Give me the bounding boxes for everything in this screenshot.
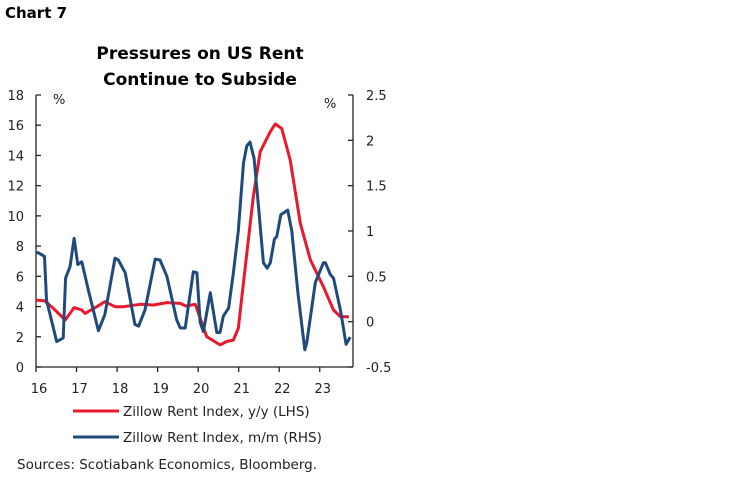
legend: Zillow Rent Index, y/y (LHS) Zillow Rent…: [73, 404, 322, 446]
left-tick-label: 4: [16, 301, 24, 316]
x-tick-label: 22: [274, 382, 291, 397]
right-unit-label: %: [324, 97, 336, 112]
chart-title-line-2: Continue to Subside: [103, 70, 297, 90]
left-tick-label: 8: [16, 240, 24, 255]
x-tick-label: 16: [31, 382, 48, 397]
x-tick-label: 18: [112, 382, 129, 397]
right-tick-label: 2: [366, 134, 374, 149]
left-tick-label: 0: [16, 361, 24, 376]
left-tick-label: 2: [16, 331, 24, 346]
left-tick-label: 16: [7, 119, 24, 134]
left-tick-label: 10: [7, 210, 24, 225]
right-tick-label: 0.5: [366, 270, 387, 285]
source-note: Sources: Scotiabank Economics, Bloomberg…: [17, 457, 317, 473]
right-tick-label: 2.5: [366, 89, 387, 104]
x-tick-label: 23: [314, 382, 331, 397]
series-line-mm: [36, 140, 352, 352]
left-tick-label: 18: [7, 89, 24, 104]
x-tick-label: 17: [71, 382, 88, 397]
legend-label-yy: Zillow Rent Index, y/y (LHS): [123, 404, 310, 420]
right-tick-label: 0: [366, 316, 374, 331]
left-tick-label: 14: [7, 149, 24, 164]
right-tick-label: 1: [366, 225, 374, 240]
chart-title-line-1: Pressures on US Rent: [96, 44, 303, 64]
legend-label-mm: Zillow Rent Index, m/m (RHS): [123, 430, 322, 446]
x-tick-label: 21: [233, 382, 250, 397]
right-tick-label: -0.5: [366, 361, 391, 376]
left-unit-label: %: [53, 93, 65, 108]
x-tick-label: 20: [193, 382, 210, 397]
series-line-yy: [35, 122, 349, 347]
chart-label: Chart 7: [5, 4, 68, 22]
left-tick-label: 6: [16, 270, 24, 285]
x-tick-label: 19: [152, 382, 169, 397]
left-tick-label: 12: [7, 180, 24, 195]
right-tick-label: 1.5: [366, 180, 387, 195]
